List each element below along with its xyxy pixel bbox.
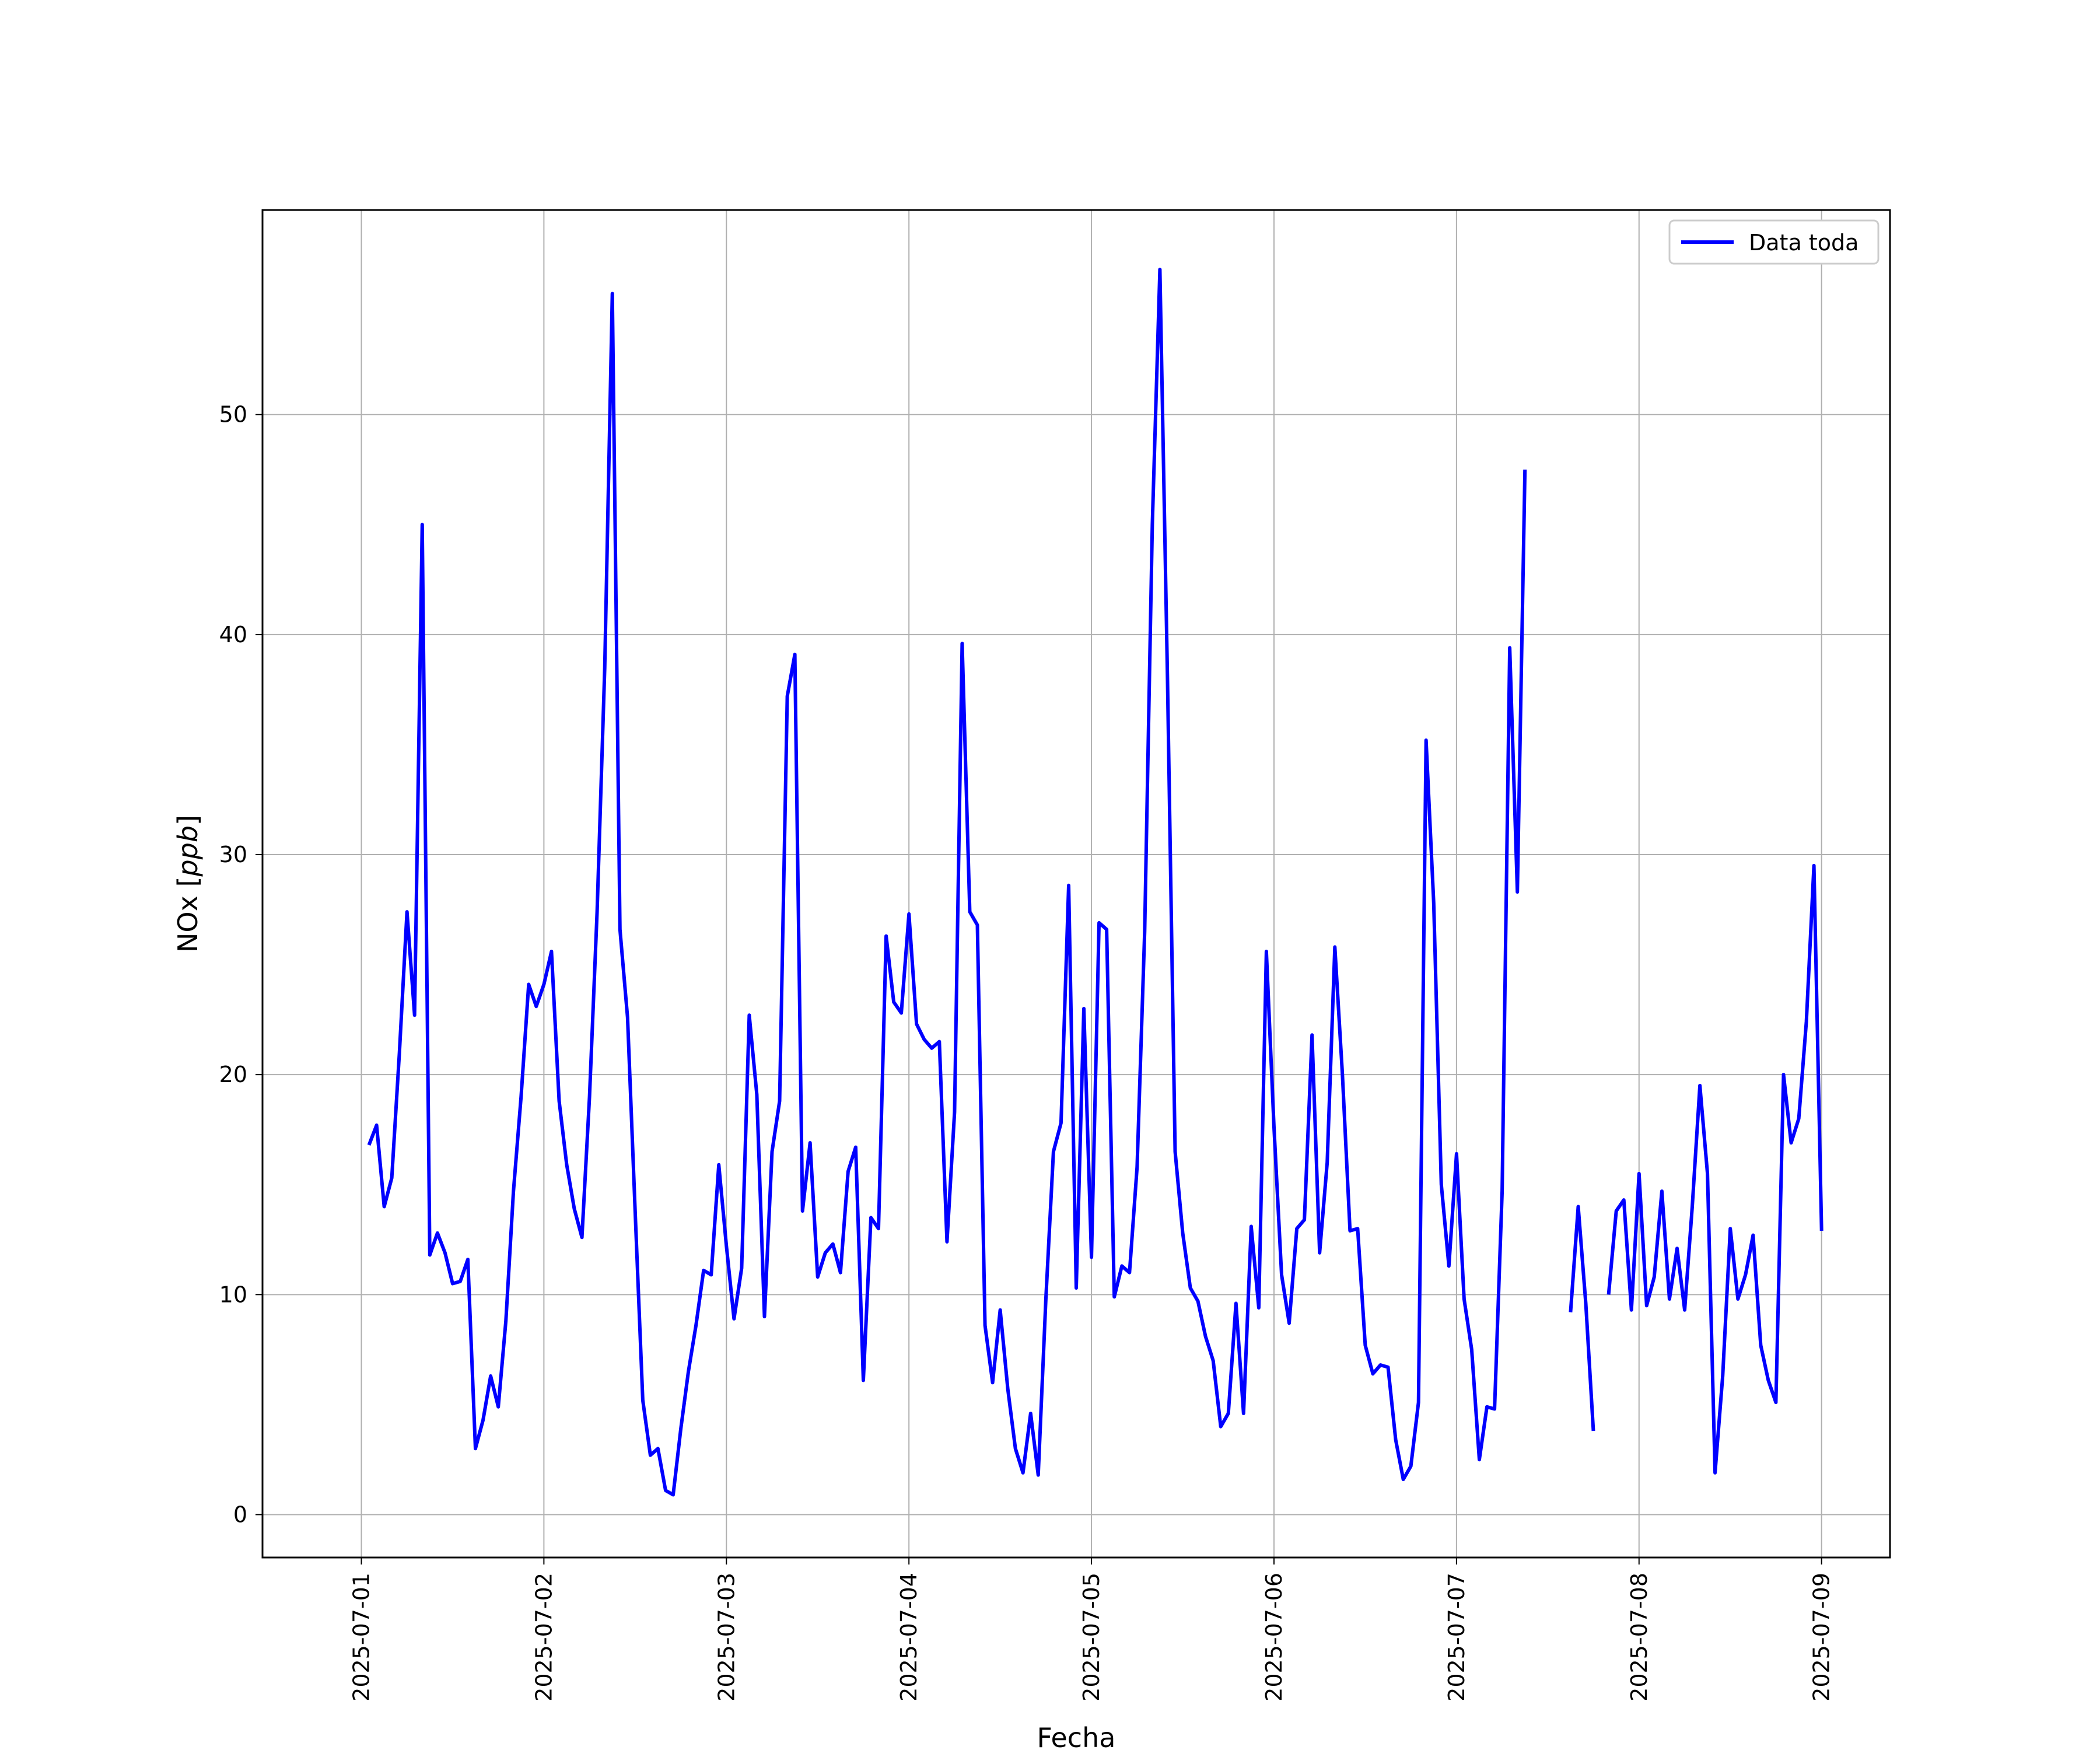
y-tick-label: 40 [219,622,247,648]
x-tick-label: 2025-07-01 [348,1573,374,1702]
x-tick-label: 2025-07-07 [1444,1573,1469,1702]
legend: Data toda [1668,219,1880,265]
y-tick-label: 20 [219,1062,247,1087]
x-tick-label: 2025-07-03 [713,1573,739,1702]
plot-area [262,210,1890,1558]
x-tick-label: 2025-07-04 [896,1573,922,1702]
legend-label: Data toda [1749,230,1859,256]
y-axis-label-open-bracket: [ [172,877,204,896]
x-tick-label: 2025-07-09 [1809,1573,1835,1702]
y-axis-label-unit: ppb [172,825,204,877]
x-tick-label: 2025-07-06 [1261,1573,1287,1702]
series-line-0 [367,267,1824,1497]
x-tick-label: 2025-07-05 [1079,1573,1104,1702]
x-tick-label: 2025-07-02 [531,1573,556,1702]
y-axis: 0 10 20 30 40 50 [219,402,262,1527]
y-axis-label-text: NOx [172,895,204,953]
y-tick-label: 30 [219,842,247,867]
plot-frame [261,209,1891,1559]
y-tick-label: 10 [219,1282,247,1307]
x-axis-label: Fecha [1037,1722,1116,1750]
y-tick-label: 0 [233,1502,247,1527]
y-tick-label: 50 [219,402,247,428]
grid-lines [262,210,1890,1558]
y-axis-label: NOx [ppb] [172,815,204,953]
legend-box [1668,219,1880,265]
series-group [367,267,1824,1497]
x-axis: 2025-07-01 2025-07-02 2025-07-03 2025-07-04… [348,1558,1835,1702]
x-tick-label: 2025-07-08 [1626,1573,1652,1702]
y-axis-label-close-bracket: ] [172,815,204,825]
